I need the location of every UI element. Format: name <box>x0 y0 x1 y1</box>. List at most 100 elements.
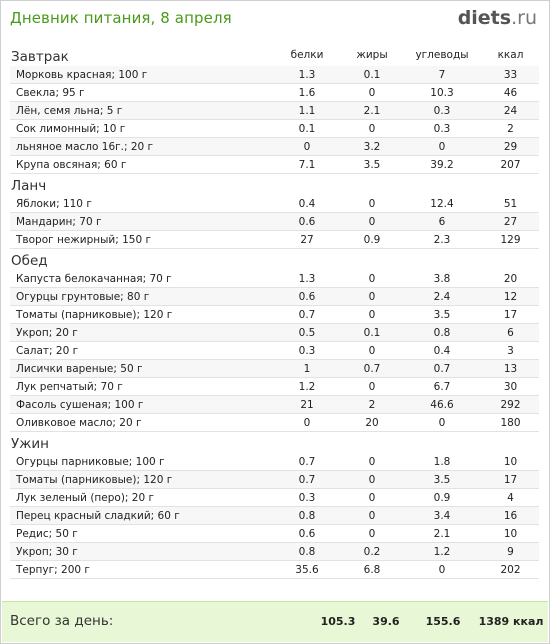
column-header-empty <box>342 249 402 271</box>
food-protein: 0.3 <box>272 488 342 507</box>
food-fat: 0 <box>342 119 402 138</box>
food-carbs: 0 <box>402 560 482 579</box>
food-row: Редис; 50 г 0.6 0 2.1 10 <box>10 524 539 543</box>
food-row: Оливковое масло; 20 г 0 20 0 180 <box>10 413 539 432</box>
food-fat: 0 <box>342 524 402 543</box>
column-header-empty <box>342 174 402 196</box>
food-table: Завтрак белки жиры углеводы ккал Морковь крас… <box>10 45 539 579</box>
food-fat: 0.2 <box>342 542 402 561</box>
column-header-empty <box>482 249 539 271</box>
food-row: Лук репчатый; 70 г 1.2 0 6.7 30 <box>10 377 539 396</box>
column-header-carbs: углеводы <box>415 49 469 61</box>
column-header-empty <box>402 249 482 271</box>
meal-header-row: Обед <box>10 249 539 271</box>
food-protein: 1.3 <box>272 66 342 84</box>
food-row: Перец красный сладкий; 60 г 0.8 0 3.4 16 <box>10 506 539 525</box>
daily-totals: Всего за день: 105.3 39.6 155.6 1389 кка… <box>2 601 548 642</box>
food-name: Томаты (парниковые); 120 г <box>10 470 272 489</box>
food-name: Крупа овсяная; 60 г <box>10 155 272 174</box>
food-carbs: 2.1 <box>402 524 482 543</box>
food-kcal: 129 <box>482 230 539 249</box>
food-name: Огурцы грунтовые; 80 г <box>10 287 272 306</box>
food-name: Лён, семя льна; 5 г <box>10 101 272 120</box>
food-name: Лук репчатый; 70 г <box>10 377 272 396</box>
food-row: Томаты (парниковые); 120 г 0.7 0 3.5 17 <box>10 305 539 324</box>
food-fat: 6.8 <box>342 560 402 579</box>
food-row: Лён, семя льна; 5 г 1.1 2.1 0.3 24 <box>10 101 539 120</box>
food-carbs: 0.3 <box>402 101 482 120</box>
meal-name: Ланч <box>11 178 47 194</box>
header: Дневник питания, 8 апреля diets.ru <box>1 1 549 35</box>
food-fat: 0 <box>342 287 402 306</box>
food-fat: 0 <box>342 270 402 288</box>
food-name: Творог нежирный; 150 г <box>10 230 272 249</box>
food-kcal: 10 <box>482 524 539 543</box>
food-row: Огурцы грунтовые; 80 г 0.6 0 2.4 12 <box>10 287 539 306</box>
column-header-empty <box>482 174 539 196</box>
food-kcal: 4 <box>482 488 539 507</box>
food-row: Морковь красная; 100 г 1.3 0.1 7 33 <box>10 66 539 84</box>
total-protein: 105.3 <box>320 615 356 628</box>
food-protein: 0.8 <box>272 542 342 561</box>
food-row: Капуста белокачанная; 70 г 1.3 0 3.8 20 <box>10 270 539 288</box>
food-name: Свекла; 95 г <box>10 83 272 102</box>
food-kcal: 20 <box>482 270 539 288</box>
food-row: Творог нежирный; 150 г 27 0.9 2.3 129 <box>10 230 539 249</box>
food-protein: 1.3 <box>272 270 342 288</box>
food-fat: 0 <box>342 470 402 489</box>
food-name: Томаты (парниковые); 120 г <box>10 305 272 324</box>
food-carbs: 1.2 <box>402 542 482 561</box>
food-row: Лук зеленый (перо); 20 г 0.3 0 0.9 4 <box>10 488 539 507</box>
food-row: Терпуг; 200 г 35.6 6.8 0 202 <box>10 560 539 579</box>
food-protein: 0.7 <box>272 470 342 489</box>
site-logo[interactable]: diets.ru <box>458 7 537 29</box>
food-kcal: 13 <box>482 359 539 378</box>
total-kcal: 1389 ккал <box>478 615 544 628</box>
food-carbs: 3.4 <box>402 506 482 525</box>
food-protein: 0.6 <box>272 287 342 306</box>
food-name: Терпуг; 200 г <box>10 560 272 579</box>
food-name: Сок лимонный; 10 г <box>10 119 272 138</box>
food-kcal: 292 <box>482 395 539 414</box>
food-fat: 0.9 <box>342 230 402 249</box>
food-name: Капуста белокачанная; 70 г <box>10 270 272 288</box>
food-carbs: 2.4 <box>402 287 482 306</box>
food-carbs: 0.7 <box>402 359 482 378</box>
food-carbs: 2.3 <box>402 230 482 249</box>
food-carbs: 46.6 <box>402 395 482 414</box>
food-protein: 1 <box>272 359 342 378</box>
meal-name: Ужин <box>11 436 49 452</box>
food-row: Сок лимонный; 10 г 0.1 0 0.3 2 <box>10 119 539 138</box>
food-carbs: 3.8 <box>402 270 482 288</box>
food-row: Томаты (парниковые); 120 г 0.7 0 3.5 17 <box>10 470 539 489</box>
food-protein: 0.4 <box>272 195 342 213</box>
food-carbs: 1.8 <box>402 453 482 471</box>
column-header-empty <box>272 249 342 271</box>
food-fat: 0 <box>342 488 402 507</box>
food-row: Укроп; 30 г 0.8 0.2 1.2 9 <box>10 542 539 561</box>
column-header-kcal: ккал <box>497 49 524 61</box>
food-carbs: 6.7 <box>402 377 482 396</box>
food-protein: 0 <box>272 137 342 156</box>
food-carbs: 0 <box>402 413 482 432</box>
food-kcal: 2 <box>482 119 539 138</box>
food-row: Крупа овсяная; 60 г 7.1 3.5 39.2 207 <box>10 155 539 174</box>
food-protein: 0.7 <box>272 453 342 471</box>
food-carbs: 6 <box>402 212 482 231</box>
food-name: Мандарин; 70 г <box>10 212 272 231</box>
food-protein: 0.8 <box>272 506 342 525</box>
food-name: Морковь красная; 100 г <box>10 66 272 84</box>
food-fat: 0 <box>342 83 402 102</box>
meal-header-row: Ланч <box>10 174 539 196</box>
food-fat: 2 <box>342 395 402 414</box>
food-row: Яблоки; 110 г 0.4 0 12.4 51 <box>10 195 539 213</box>
food-row: Огурцы парниковые; 100 г 0.7 0 1.8 10 <box>10 453 539 471</box>
food-kcal: 27 <box>482 212 539 231</box>
column-header-empty <box>402 432 482 454</box>
food-protein: 0.6 <box>272 212 342 231</box>
food-protein: 35.6 <box>272 560 342 579</box>
food-protein: 0.5 <box>272 323 342 342</box>
logo-main: diets <box>457 7 512 29</box>
food-kcal: 17 <box>482 470 539 489</box>
